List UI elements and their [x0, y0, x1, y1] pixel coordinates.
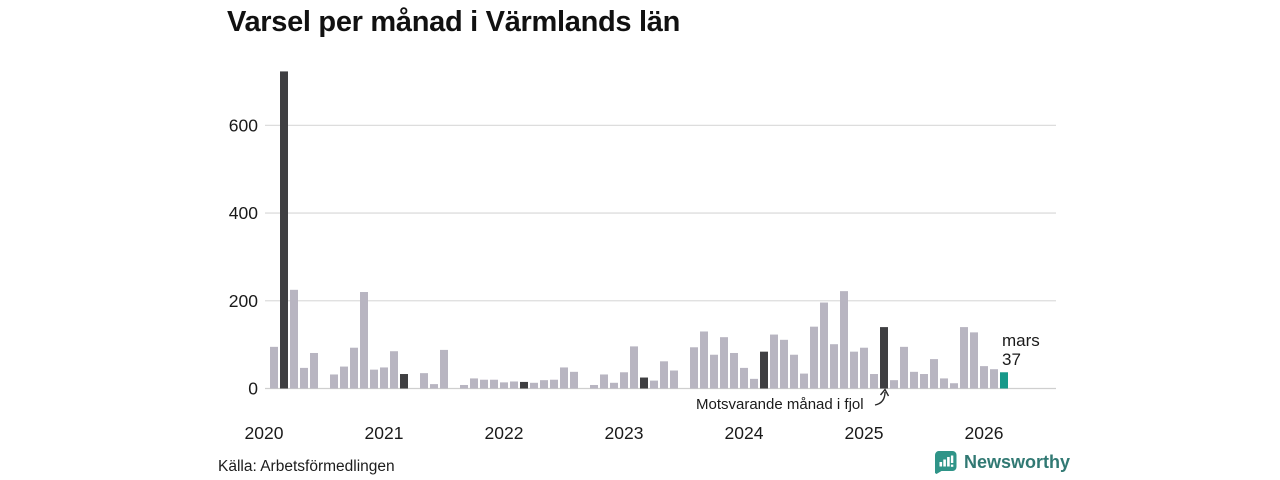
- bar: [830, 344, 838, 389]
- bar: [300, 367, 308, 389]
- bar: [860, 347, 868, 389]
- newsworthy-logo-icon: [934, 451, 957, 474]
- bar: [430, 384, 438, 389]
- bar: [590, 384, 598, 389]
- bar: [270, 346, 278, 389]
- bar: [840, 291, 848, 389]
- current-month-value: 37: [1002, 350, 1021, 369]
- bar-same-month-last-year: [400, 374, 408, 389]
- y-tick-label: 200: [229, 291, 258, 311]
- bar: [790, 354, 798, 389]
- source-caption: Källa: Arbetsförmedlingen: [218, 458, 395, 476]
- bar: [540, 380, 548, 389]
- bar: [960, 327, 968, 389]
- bar: [340, 366, 348, 389]
- source-caption-text: Källa: Arbetsförmedlingen: [218, 458, 395, 475]
- bar-same-month-last-year: [520, 381, 528, 389]
- bar: [980, 366, 988, 389]
- bar: [950, 383, 958, 389]
- bar: [720, 337, 728, 389]
- bar: [610, 382, 618, 389]
- bar: [630, 346, 638, 389]
- y-tick-label: 0: [248, 379, 258, 399]
- bar-current-month: [1000, 372, 1008, 389]
- bar: [660, 361, 668, 389]
- bar: [780, 339, 788, 389]
- bar: [920, 374, 928, 389]
- bar: [770, 334, 778, 389]
- bar: [820, 302, 828, 389]
- bar: [690, 347, 698, 389]
- chart-title: Varsel per månad i Värmlands län: [227, 6, 680, 38]
- bar: [360, 292, 368, 389]
- bar: [390, 351, 398, 389]
- bar: [460, 384, 468, 389]
- bar: [530, 382, 538, 389]
- brand-lockup: Newsworthy: [934, 450, 1070, 474]
- bar: [710, 354, 718, 389]
- x-tick-label: 2026: [965, 423, 1004, 443]
- bar: [420, 373, 428, 389]
- bar: [440, 349, 448, 389]
- bar-same-month-last-year: [880, 327, 888, 389]
- bar: [560, 367, 568, 389]
- bar: [740, 367, 748, 389]
- current-month-value-label: mars 37: [1002, 331, 1040, 369]
- bar: [940, 378, 948, 389]
- bar: [990, 369, 998, 389]
- bar: [850, 351, 858, 389]
- bar: [750, 378, 758, 389]
- bar: [380, 367, 388, 389]
- bar: [550, 379, 558, 389]
- bar: [370, 369, 378, 389]
- x-tick-label: 2023: [605, 423, 644, 443]
- x-tick-label: 2024: [725, 423, 764, 443]
- bar: [480, 379, 488, 389]
- bar: [330, 374, 338, 389]
- y-tick-label: 600: [229, 115, 258, 135]
- bar: [490, 379, 498, 389]
- bar: [670, 370, 678, 389]
- x-tick-label: 2025: [845, 423, 884, 443]
- bar-same-month-last-year: [760, 351, 768, 389]
- bar: [800, 373, 808, 389]
- bar: [890, 380, 898, 389]
- y-tick-label: 400: [229, 203, 258, 223]
- bar: [510, 381, 518, 389]
- bar: [350, 347, 358, 389]
- bar-same-month-last-year: [640, 377, 648, 389]
- bar: [570, 371, 578, 389]
- annotation-arrow-icon: [874, 388, 890, 406]
- bar: [700, 331, 708, 389]
- bar: [290, 289, 298, 389]
- bar: [910, 371, 918, 389]
- bar: [650, 380, 658, 389]
- bar: [870, 374, 878, 389]
- brand-name: Newsworthy: [964, 451, 1071, 472]
- bar: [970, 332, 978, 389]
- bar: [810, 326, 818, 389]
- bar: [620, 372, 628, 389]
- x-tick-label: 2022: [485, 423, 524, 443]
- bar: [500, 382, 508, 389]
- x-tick-label: 2020: [245, 423, 284, 443]
- bar-same-month-last-year: [280, 71, 288, 389]
- bar: [600, 374, 608, 389]
- current-month-name: mars: [1002, 331, 1040, 350]
- fjol-annotation: Motsvarande månad i fjol: [696, 396, 876, 413]
- x-tick-label: 2021: [365, 423, 404, 443]
- fjol-annotation-text: Motsvarande månad i fjol: [696, 396, 864, 413]
- bar: [930, 359, 938, 389]
- bar: [310, 352, 318, 389]
- bar: [730, 352, 738, 389]
- bar: [900, 346, 908, 389]
- bar: [470, 378, 478, 389]
